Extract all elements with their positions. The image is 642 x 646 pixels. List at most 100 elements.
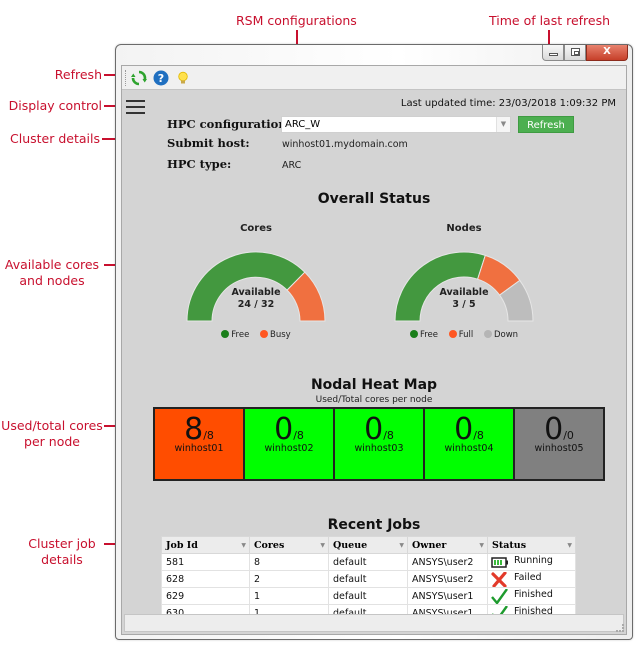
column-header-queue[interactable]: Queue ▼	[328, 536, 408, 554]
annotation-cluster-details: Cluster details	[10, 131, 100, 146]
queue-cell: default	[328, 553, 408, 571]
legend-item-full[interactable]: Full	[448, 330, 473, 340]
hpc-type-label: HPC type:	[167, 157, 232, 171]
toolbar-grip[interactable]	[125, 70, 127, 86]
cores-cell: 2	[249, 570, 329, 588]
toolbar: ?	[122, 66, 626, 90]
failed-icon	[491, 572, 507, 587]
last-updated-time: Last updated time: 23/03/2018 1:09:32 PM	[400, 98, 616, 109]
chevron-down-icon[interactable]: ▼	[320, 542, 325, 549]
nodes-legend: Free Full Down	[389, 330, 539, 340]
nodes-available: Available 3 / 5	[439, 287, 489, 310]
column-header-owner[interactable]: Owner ▼	[407, 536, 488, 554]
heatmap-node-winhost02[interactable]: 0/8 winhost02	[245, 409, 333, 479]
minimize-icon	[549, 53, 558, 56]
heatmap-node-winhost03[interactable]: 0/8 winhost03	[335, 409, 423, 479]
legend-dot-icon	[221, 330, 230, 338]
column-header-job-id[interactable]: Job Id ▼	[161, 536, 250, 554]
refresh-icon[interactable]	[131, 70, 147, 86]
menu-icon-bar	[126, 112, 145, 114]
nodal-heat-map: 8/8 winhost01 0/8 winhost02 0/8 winhost0…	[153, 407, 605, 481]
table-row[interactable]: 628 2 default ANSYS\user2 Failed	[161, 570, 576, 588]
annotation-rsm-configurations: RSM configurations	[236, 13, 357, 28]
cores-cell: 8	[249, 553, 329, 571]
annotation-available-cores-nodes: Available cores and nodes	[4, 257, 100, 288]
recent-jobs-table: Job Id ▼ Cores ▼ Queue ▼ Owner ▼ Status ▼ 581…	[161, 536, 576, 622]
chevron-down-icon[interactable]: ▼	[496, 117, 510, 132]
status-cell: Finished	[487, 587, 576, 605]
maximize-button[interactable]	[564, 45, 586, 61]
legend-dot-icon	[483, 330, 492, 338]
heatmap-node-winhost05[interactable]: 0/0 winhost05	[515, 409, 603, 479]
annotation-line	[104, 105, 124, 107]
cores-legend: Free Busy	[181, 330, 331, 340]
display-control-menu-button[interactable]	[126, 99, 146, 117]
help-icon[interactable]: ?	[153, 70, 169, 86]
legend-item-busy[interactable]: Busy	[260, 330, 291, 340]
lightbulb-icon[interactable]	[175, 70, 191, 86]
legend-item-free[interactable]: Free	[221, 330, 249, 340]
resize-grip-icon[interactable]	[616, 624, 624, 632]
queue-cell: default	[328, 570, 408, 588]
owner-cell: ANSYS\user1	[407, 587, 488, 605]
heatmap-title: Nodal Heat Map	[310, 377, 438, 393]
cores-available: Available 24 / 32	[231, 287, 281, 310]
annotation-time-of-last-refresh: Time of last refresh	[489, 13, 611, 28]
annotation-refresh: Refresh	[54, 67, 102, 82]
close-button[interactable]: X	[586, 45, 628, 61]
status-cell: Running	[487, 553, 576, 571]
job-id-cell: 581	[161, 553, 250, 571]
refresh-button[interactable]: Refresh	[518, 116, 574, 133]
column-header-status[interactable]: Status ▼	[487, 536, 576, 554]
app-window: X ?	[115, 44, 633, 640]
recent-jobs-title: Recent Jobs	[327, 517, 421, 533]
restore-icon	[571, 48, 580, 56]
legend-dot-icon	[448, 330, 457, 338]
hpc-configuration-select[interactable]: ARC_W ▼	[281, 116, 511, 133]
annotation-display-control: Display control	[8, 98, 102, 113]
menu-icon-bar	[126, 100, 145, 102]
hpc-configuration-label: HPC configuration:	[167, 117, 291, 131]
owner-cell: ANSYS\user2	[407, 553, 488, 571]
submit-host-value: winhost01.mydomain.com	[282, 139, 408, 150]
job-id-cell: 629	[161, 587, 250, 605]
cores-gauge-title: Cores	[240, 223, 272, 234]
dashboard-content: Last updated time: 23/03/2018 1:09:32 PM…	[122, 91, 626, 622]
minimize-button[interactable]	[542, 45, 564, 61]
svg-text:?: ?	[158, 72, 164, 85]
submit-host-label: Submit host:	[167, 136, 250, 150]
cores-cell: 1	[249, 587, 329, 605]
status-cell: Failed	[487, 570, 576, 588]
column-header-cores[interactable]: Cores ▼	[249, 536, 329, 554]
heatmap-node-winhost01[interactable]: 8/8 winhost01	[155, 409, 243, 479]
queue-cell: default	[328, 587, 408, 605]
cores-gauge-chart	[186, 251, 326, 322]
heatmap-node-winhost04[interactable]: 0/8 winhost04	[425, 409, 513, 479]
overall-status-title: Overall Status	[317, 191, 431, 207]
legend-dot-icon	[260, 330, 269, 338]
annotation-used-total-cores: Used/total cores per node	[1, 418, 103, 449]
table-header-row: Job Id ▼ Cores ▼ Queue ▼ Owner ▼ Status ▼	[161, 536, 576, 554]
table-row[interactable]: 581 8 default ANSYS\user2	[161, 553, 576, 571]
window-controls: X	[542, 45, 628, 61]
chevron-down-icon[interactable]: ▼	[241, 542, 246, 549]
heatmap-subtitle: Used/Total cores per node	[315, 395, 433, 405]
hpc-type-value: ARC	[282, 160, 302, 171]
nodes-gauge-chart	[394, 251, 534, 322]
running-icon	[491, 557, 508, 568]
menu-icon-bar	[126, 106, 145, 108]
cores-gauge: Cores Available 24 / 32 Free Busy	[181, 223, 331, 353]
chevron-down-icon[interactable]: ▼	[399, 542, 404, 549]
finished-icon	[491, 589, 508, 604]
owner-cell: ANSYS\user2	[407, 570, 488, 588]
chevron-down-icon[interactable]: ▼	[479, 542, 484, 549]
legend-item-down[interactable]: Down	[483, 330, 518, 340]
client-area: ? Last updated time: 23/03/2018 1:09:32 …	[121, 65, 627, 635]
chevron-down-icon[interactable]: ▼	[567, 542, 572, 549]
legend-item-free[interactable]: Free	[409, 330, 438, 340]
status-bar	[124, 614, 624, 632]
hpc-configuration-value: ARC_W	[285, 119, 321, 130]
table-row[interactable]: 629 1 default ANSYS\user1 Finished	[161, 587, 576, 605]
job-id-cell: 628	[161, 570, 250, 588]
nodes-gauge-title: Nodes	[446, 223, 482, 234]
